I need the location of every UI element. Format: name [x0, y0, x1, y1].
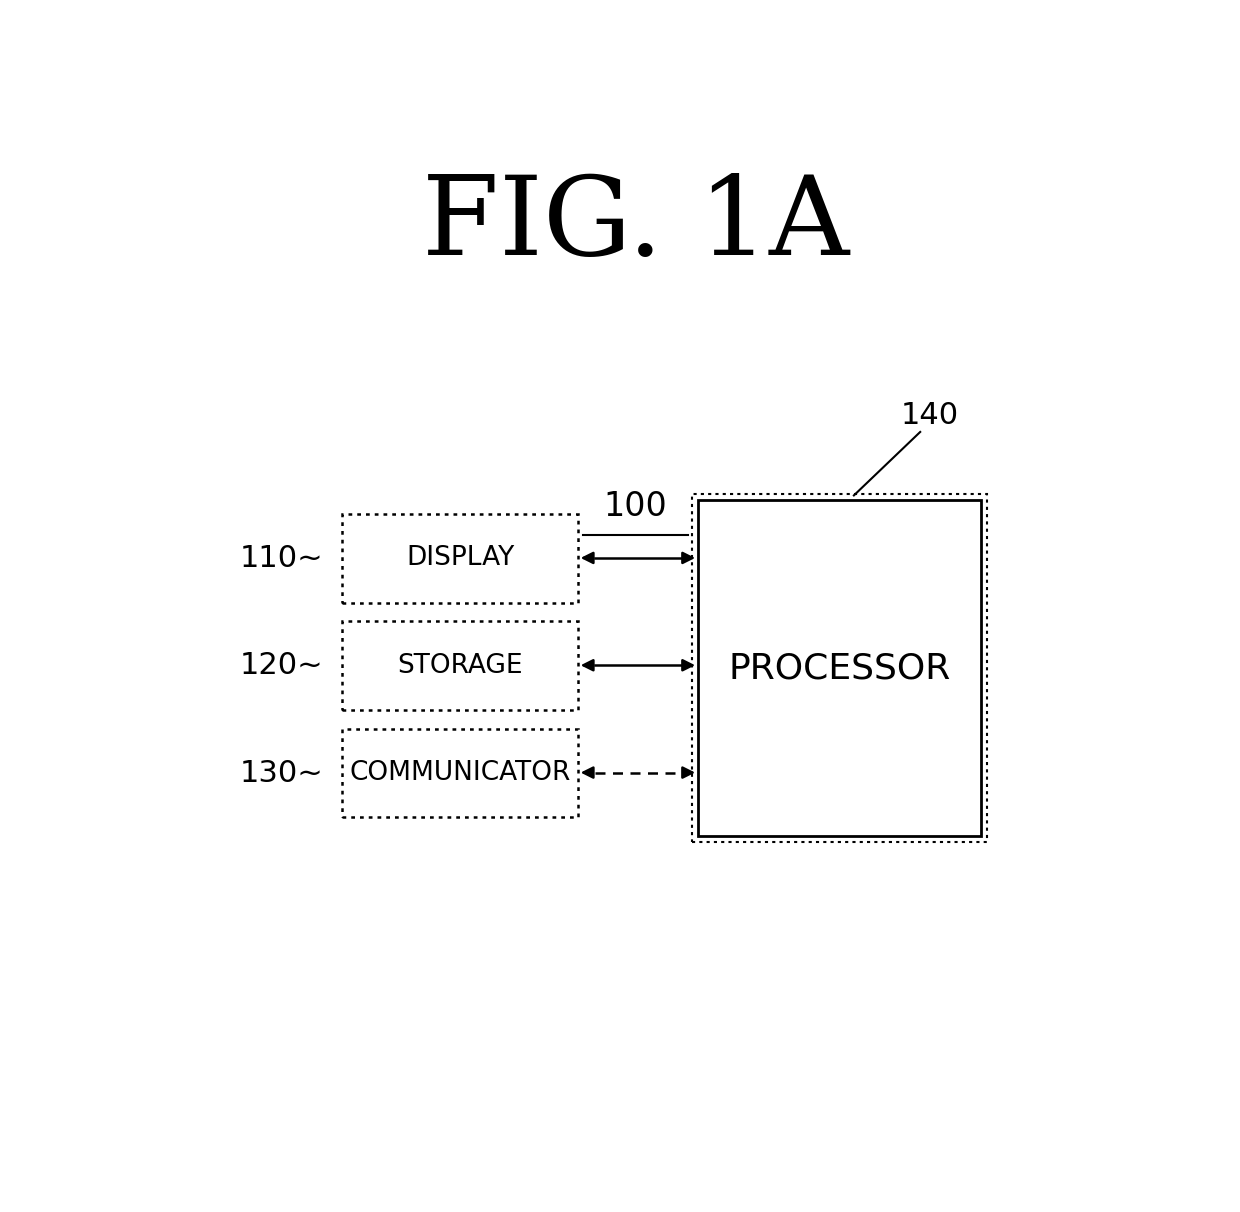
Bar	[342, 622, 578, 710]
Text: PROCESSOR: PROCESSOR	[729, 651, 951, 685]
Text: 130~: 130~	[239, 759, 324, 788]
Text: 100: 100	[604, 491, 667, 524]
Text: 120~: 120~	[239, 651, 324, 680]
Text: STORAGE: STORAGE	[397, 653, 523, 679]
Text: 140: 140	[900, 401, 959, 430]
Text: FIG. 1A: FIG. 1A	[422, 171, 849, 279]
Text: 110~: 110~	[239, 544, 324, 573]
Bar	[342, 514, 578, 602]
Bar	[342, 728, 578, 817]
Text: COMMUNICATOR: COMMUNICATOR	[350, 760, 570, 787]
Bar	[698, 501, 981, 836]
Bar	[692, 494, 987, 841]
Text: DISPLAY: DISPLAY	[405, 545, 515, 571]
